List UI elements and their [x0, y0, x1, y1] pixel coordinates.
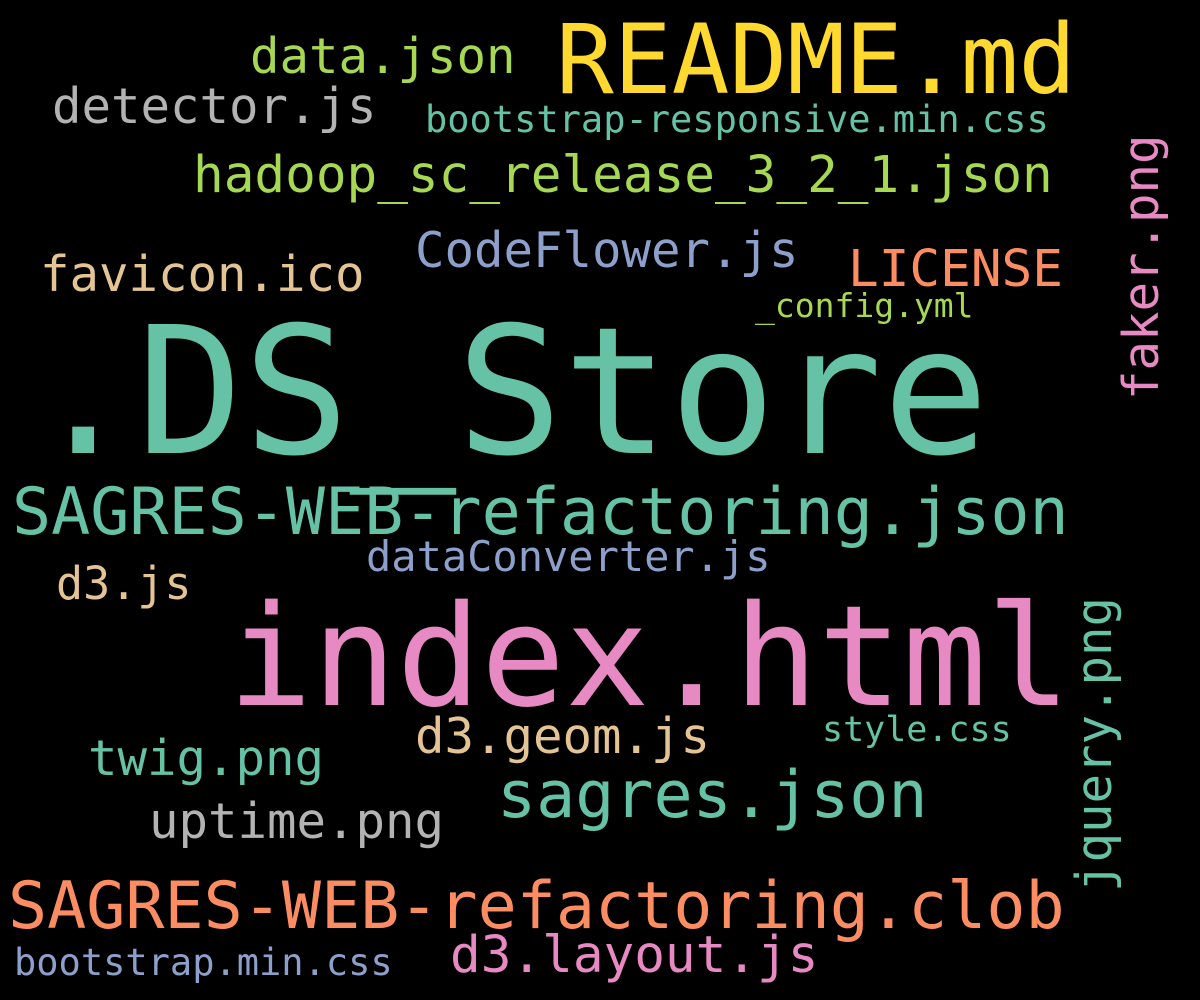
word-bootstrap-responsive: bootstrap-responsive.min.css: [425, 98, 1049, 141]
word-d3-js: d3.js: [56, 557, 192, 610]
word-readme: README.md: [556, 4, 1077, 116]
word-data-json: data.json: [250, 28, 516, 85]
word-codeflower-js: CodeFlower.js: [415, 222, 799, 279]
word-style-css: style.css: [822, 710, 1012, 750]
word-sagres-json: sagres.json: [497, 758, 928, 833]
word-config-yml: _config.yml: [755, 286, 974, 325]
word-hadoop-json: hadoop_sc_release_3_2_1.json: [193, 146, 1053, 205]
word-bootstrap-min-css: bootstrap.min.css: [14, 941, 393, 984]
word-ds-store: .DS_Store: [30, 289, 990, 495]
word-license: LICENSE: [848, 240, 1063, 299]
word-d3-geom-js: d3.geom.js: [415, 708, 711, 765]
word-jquery-png: jquery.png: [1066, 596, 1123, 892]
word-twig-png: twig.png: [88, 730, 325, 787]
word-favicon: favicon.ico: [40, 246, 365, 303]
word-d3-layout-js: d3.layout.js: [450, 926, 819, 985]
word-detector-js: detector.js: [52, 78, 377, 135]
word-sagres-web-clob: SAGRES-WEB-refactoring.clob: [8, 869, 1065, 944]
word-sagres-web-json: SAGRES-WEB-refactoring.json: [12, 475, 1069, 550]
word-index-html: index.html: [228, 576, 1071, 739]
word-dataconverter-js: dataConverter.js: [366, 532, 771, 581]
word-faker-png: faker.png: [1113, 134, 1170, 400]
word-uptime-png: uptime.png: [149, 793, 445, 850]
